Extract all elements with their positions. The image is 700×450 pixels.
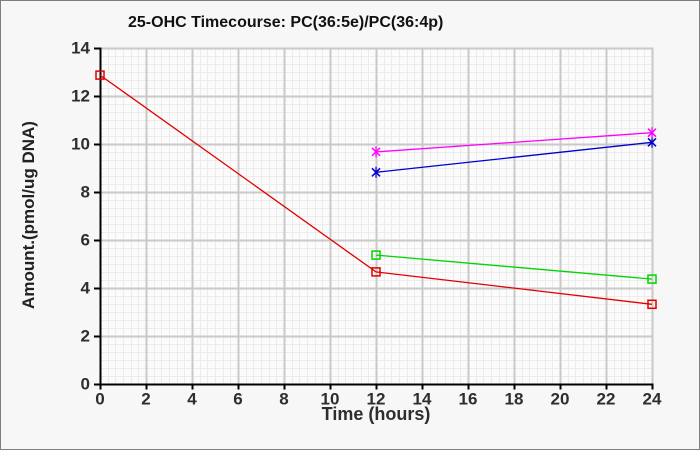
svg-text:10: 10 — [321, 390, 340, 409]
svg-text:6: 6 — [81, 231, 90, 250]
svg-text:22: 22 — [597, 390, 616, 409]
svg-text:20: 20 — [551, 390, 570, 409]
svg-text:10: 10 — [71, 135, 90, 154]
series-red-squares — [95, 70, 657, 310]
svg-text:14: 14 — [413, 390, 432, 409]
series-magenta-x — [371, 127, 657, 158]
svg-text:12: 12 — [71, 87, 90, 106]
chart-title: 25-OHC Timecourse: PC(36:5e)/PC(36:4p) — [128, 14, 444, 31]
series-green-squares — [371, 250, 657, 284]
x-axis-label: Time (hours) — [321, 404, 431, 424]
series-blue-x — [371, 136, 657, 178]
svg-text:4: 4 — [187, 390, 197, 409]
y-tick-labels: 0 2 4 6 8 10 12 14 — [71, 39, 90, 394]
svg-text:18: 18 — [505, 390, 524, 409]
svg-text:8: 8 — [81, 183, 90, 202]
svg-text:24: 24 — [643, 390, 662, 409]
svg-text:14: 14 — [71, 39, 90, 58]
svg-text:0: 0 — [95, 390, 104, 409]
svg-text:0: 0 — [81, 375, 90, 394]
x-tick-labels: 0 2 4 6 8 10 12 14 16 18 20 22 24 — [95, 390, 662, 409]
svg-text:6: 6 — [233, 390, 242, 409]
svg-text:4: 4 — [81, 279, 91, 298]
svg-text:8: 8 — [279, 390, 288, 409]
axes — [94, 47, 654, 390]
svg-text:12: 12 — [367, 390, 386, 409]
svg-text:2: 2 — [141, 390, 150, 409]
svg-text:16: 16 — [459, 390, 478, 409]
svg-text:2: 2 — [81, 327, 90, 346]
